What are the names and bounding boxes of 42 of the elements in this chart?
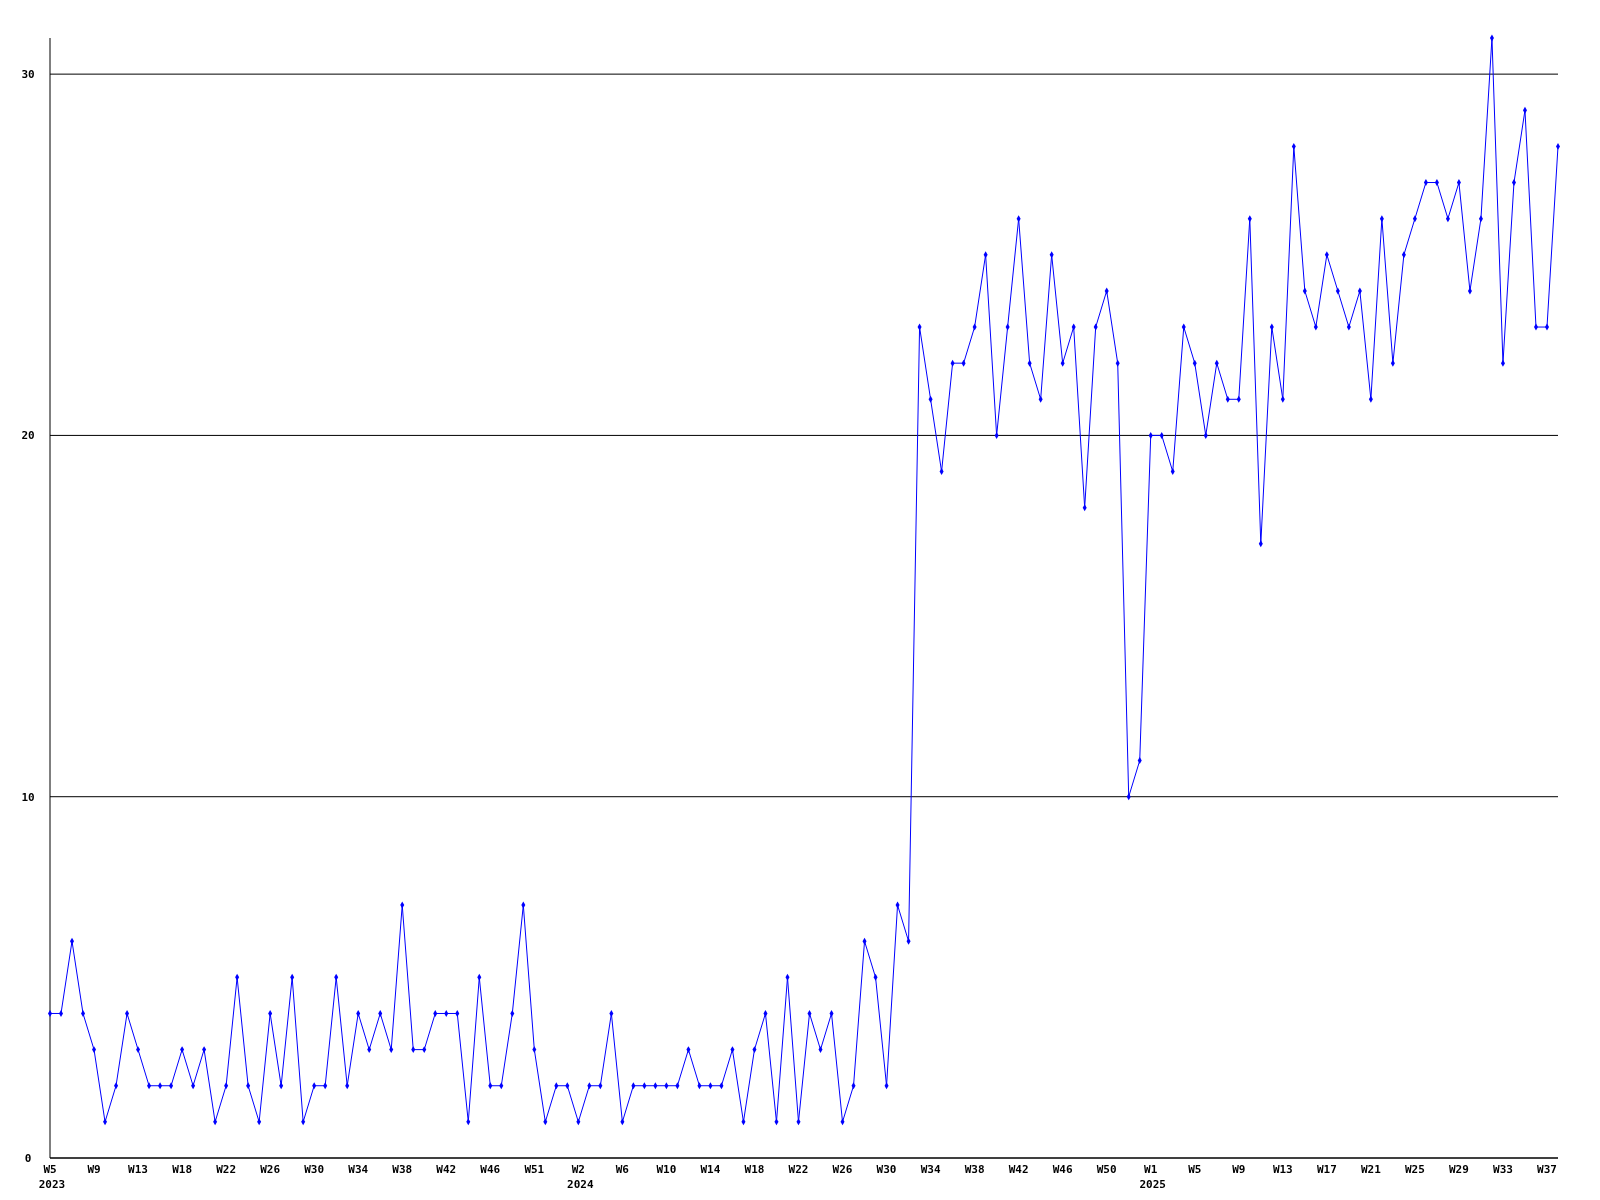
x-tick-label: W34 xyxy=(920,1163,941,1176)
x-tick-label: W50 xyxy=(1096,1163,1117,1176)
x-tick-label: W1 xyxy=(1144,1163,1158,1176)
x-tick-label: W9 xyxy=(1232,1163,1246,1176)
x-tick-label: W5 xyxy=(1188,1163,1202,1176)
x-tick-label: W26 xyxy=(260,1163,281,1176)
x-tick-label: W38 xyxy=(392,1163,413,1176)
x-tick-label: W2 xyxy=(571,1163,585,1176)
x-tick-label: W9 xyxy=(87,1163,101,1176)
x-tick-label: W46 xyxy=(480,1163,501,1176)
x-tick-label: W42 xyxy=(436,1163,457,1176)
y-tick-label: 0 xyxy=(24,1152,32,1165)
x-tick-label: W18 xyxy=(744,1163,765,1176)
x-tick-label: W30 xyxy=(876,1163,897,1176)
x-tick-label: W37 xyxy=(1537,1163,1557,1176)
x-tick-label: W38 xyxy=(964,1163,985,1176)
text: 2024 xyxy=(567,1178,594,1191)
x-tick-label: W21 xyxy=(1360,1163,1382,1176)
y-tick-label: 20 xyxy=(21,429,35,443)
x-tick-label: W34 xyxy=(348,1163,369,1176)
x-tick-label: W13 xyxy=(1272,1163,1293,1176)
x-tick-label: W17 xyxy=(1316,1163,1337,1176)
x-tick-label: W18 xyxy=(172,1163,193,1176)
x-tick-label: W42 xyxy=(1008,1163,1029,1176)
y-tick-label: 10 xyxy=(21,790,35,804)
x-tick-label: W10 xyxy=(656,1163,677,1176)
x-tick-label: W22 xyxy=(216,1163,237,1176)
x-tick-label: W29 xyxy=(1449,1163,1469,1176)
x-tick-label: W5 xyxy=(43,1163,57,1176)
x-tick-label: W26 xyxy=(832,1163,853,1176)
x-tick-label: W30 xyxy=(304,1163,325,1176)
x-tick-label: W6 xyxy=(615,1163,630,1176)
x-tick-label: W33 xyxy=(1493,1163,1513,1176)
x-tick-label: W46 xyxy=(1052,1163,1073,1176)
text: 2023 xyxy=(38,1178,66,1191)
text: 2025 xyxy=(1139,1178,1166,1191)
x-tick-label: W13 xyxy=(128,1163,148,1176)
x-tick-label: W14 xyxy=(700,1163,721,1176)
y-tick-label: 30 xyxy=(21,68,35,82)
x-tick-label: W51 xyxy=(524,1163,545,1176)
x-tick-label: W25 xyxy=(1404,1163,1425,1176)
x-tick-label: W22 xyxy=(788,1163,809,1176)
